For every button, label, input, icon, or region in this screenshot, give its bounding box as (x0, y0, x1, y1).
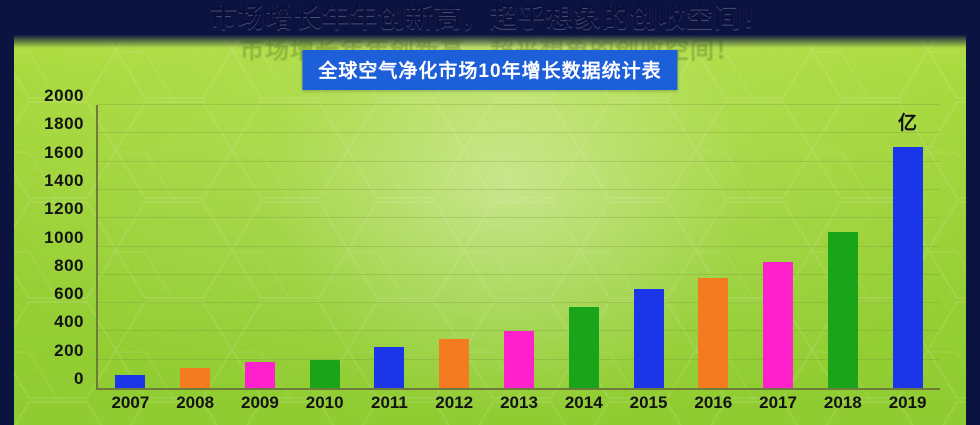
y-tick-label: 1600 (44, 142, 84, 162)
bar[interactable] (309, 359, 340, 388)
bar[interactable] (180, 368, 211, 388)
bar-fill (698, 277, 729, 388)
gridline (98, 330, 940, 332)
y-tick-label: 800 (54, 255, 84, 275)
x-axis-labels: 2007 2008 2009 2010 2011 2012 2013 2014 2015 2016… (98, 393, 940, 423)
bar[interactable] (374, 346, 405, 388)
headline-title: 市场增长年年创新高，超乎想象的创收空间！ (210, 3, 770, 33)
bar-fill (439, 339, 470, 388)
bar-fill (763, 262, 794, 388)
gridline (98, 273, 940, 275)
y-axis-labels: 0 200 400 600 800 1000 1200 1400 1600 1800 2000 (0, 86, 92, 396)
y-tick-label: 600 (54, 284, 84, 304)
y-tick-label: 1200 (44, 199, 84, 219)
x-tick-label: 2009 (241, 393, 279, 412)
bar-fill (633, 288, 664, 388)
gridline (98, 217, 940, 219)
bar-fill (244, 361, 275, 388)
gridline (98, 104, 940, 105)
gridline (98, 132, 940, 134)
x-tick-label: 2015 (629, 393, 668, 412)
y-tick-label: 400 (54, 312, 84, 332)
plot-area (96, 104, 940, 390)
gridline (98, 188, 940, 190)
unit-label: 亿 (898, 113, 918, 134)
gridline (98, 160, 940, 162)
x-tick-label: 2019 (888, 393, 927, 412)
x-tick-label: 2018 (823, 393, 862, 412)
bar[interactable] (827, 232, 858, 388)
bar-fill (115, 375, 146, 388)
y-tick-label: 1400 (44, 170, 84, 190)
bar[interactable] (633, 288, 664, 388)
chart-title-banner: 全球空气净化市场10年增长数据统计表 (302, 50, 678, 90)
y-tick-label: 0 (74, 369, 84, 388)
x-tick-label: 2017 (759, 393, 797, 412)
x-tick-label: 2016 (694, 393, 733, 412)
bar[interactable] (763, 262, 794, 388)
bar[interactable] (439, 339, 470, 388)
bar[interactable] (115, 375, 146, 388)
top-dark-band (0, 0, 980, 48)
x-tick-label: 2011 (371, 393, 408, 412)
bar-fill (374, 346, 405, 388)
y-tick-label: 2000 (44, 86, 84, 105)
bar-series (98, 105, 940, 388)
left-edge-band (0, 0, 14, 425)
gridline (98, 302, 940, 304)
bar[interactable] (892, 147, 923, 388)
bar[interactable] (504, 331, 534, 388)
bar-fill (568, 306, 599, 388)
bar[interactable] (568, 306, 599, 388)
x-tick-label: 2008 (176, 393, 215, 412)
x-tick-label: 2013 (500, 393, 538, 412)
y-tick-label: 1000 (44, 227, 84, 247)
bar[interactable] (698, 277, 729, 388)
x-tick-label: 2007 (111, 393, 150, 412)
bar-fill (504, 331, 534, 388)
gridline (98, 245, 940, 247)
x-tick-label: 2012 (435, 393, 474, 412)
bar-fill (309, 359, 340, 388)
bar-fill (180, 368, 211, 388)
bar[interactable] (244, 361, 275, 388)
right-edge-band (966, 0, 980, 425)
x-tick-label: 2010 (305, 393, 344, 412)
y-tick-label: 1800 (44, 114, 84, 134)
y-tick-label: 200 (54, 340, 84, 360)
bar-fill (827, 232, 858, 388)
bar-fill (892, 147, 923, 388)
x-tick-label: 2014 (564, 393, 603, 412)
